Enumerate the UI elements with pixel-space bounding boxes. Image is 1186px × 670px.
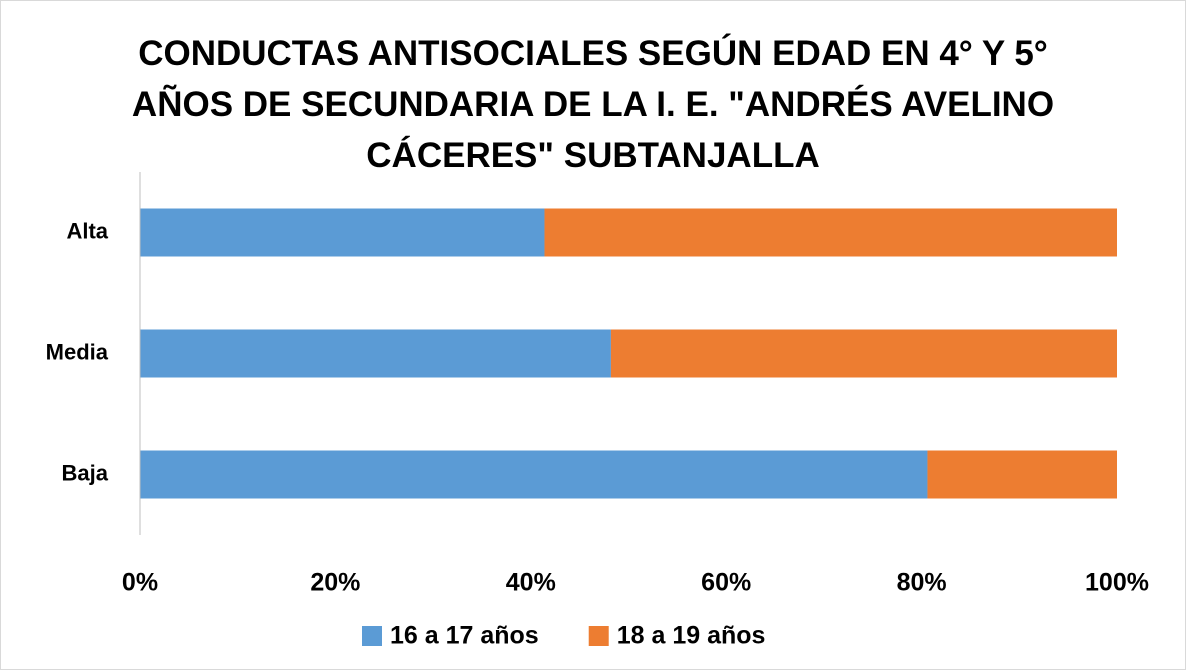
y-tick-label: Media bbox=[46, 339, 109, 364]
x-tick-label: 100% bbox=[1085, 569, 1149, 597]
bar-segment bbox=[140, 450, 928, 499]
x-tick-label: 20% bbox=[310, 569, 360, 597]
bar-segment bbox=[610, 329, 1117, 378]
x-tick-label: 80% bbox=[897, 569, 947, 597]
bar-segment bbox=[140, 329, 611, 378]
bar-segment bbox=[544, 208, 1117, 257]
legend-label: 16 a 17 años bbox=[390, 622, 539, 650]
x-tick-label: 0% bbox=[122, 569, 158, 597]
y-tick-label: Alta bbox=[66, 218, 108, 243]
legend-swatch bbox=[588, 626, 609, 646]
legend-label: 18 a 19 años bbox=[617, 622, 766, 650]
bar-segment bbox=[140, 208, 545, 257]
bar-segment bbox=[927, 450, 1117, 499]
chart-title: CONDUCTAS ANTISOCIALES SEGÚN EDAD EN 4° … bbox=[131, 34, 1055, 175]
legend-swatch bbox=[362, 626, 382, 646]
x-tick-label: 40% bbox=[506, 569, 556, 597]
x-tick-label: 60% bbox=[701, 569, 751, 597]
y-tick-label: Baja bbox=[62, 460, 109, 485]
